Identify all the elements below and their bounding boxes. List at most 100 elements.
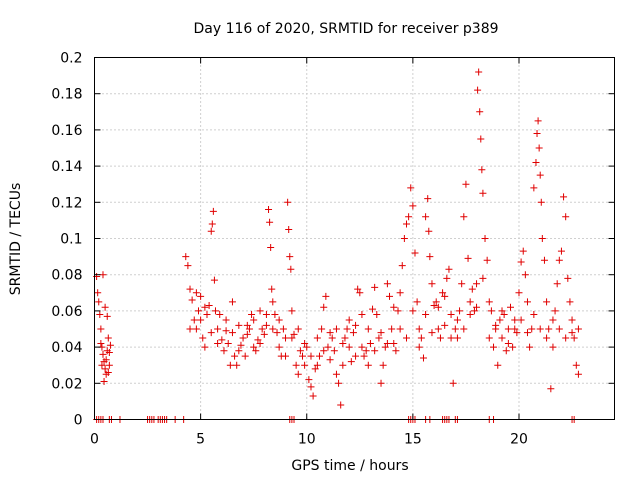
data-point bbox=[540, 256, 548, 264]
data-point bbox=[405, 213, 413, 221]
data-point bbox=[250, 343, 258, 351]
data-point bbox=[326, 329, 334, 337]
data-point bbox=[534, 117, 542, 125]
x-axis-label: GPS time / hours bbox=[291, 458, 408, 474]
data-point bbox=[192, 325, 200, 333]
data-point bbox=[549, 343, 557, 351]
data-point bbox=[369, 305, 377, 313]
data-point bbox=[504, 325, 512, 333]
data-point bbox=[241, 352, 249, 360]
data-point bbox=[466, 311, 474, 319]
data-point bbox=[299, 352, 306, 360]
data-point bbox=[182, 253, 190, 261]
data-point bbox=[192, 289, 200, 297]
data-point bbox=[360, 352, 368, 360]
data-point bbox=[574, 325, 582, 333]
data-point bbox=[320, 303, 328, 311]
data-point bbox=[332, 370, 340, 378]
data-point bbox=[572, 361, 580, 369]
data-point bbox=[313, 361, 321, 369]
data-point bbox=[481, 235, 489, 242]
data-point bbox=[422, 213, 430, 221]
data-point bbox=[434, 325, 442, 333]
data-point bbox=[388, 325, 396, 333]
data-point bbox=[279, 325, 287, 333]
data-point bbox=[422, 311, 430, 319]
data-point bbox=[377, 379, 385, 387]
data-point bbox=[521, 271, 529, 279]
data-point bbox=[549, 316, 557, 324]
data-point bbox=[95, 298, 103, 306]
data-point bbox=[396, 325, 404, 333]
data-point bbox=[415, 343, 423, 351]
data-point bbox=[94, 289, 102, 297]
data-point bbox=[207, 329, 215, 337]
data-point bbox=[294, 325, 302, 333]
data-point bbox=[543, 334, 551, 342]
data-point bbox=[203, 311, 211, 319]
data-point bbox=[228, 298, 236, 306]
data-point bbox=[492, 321, 500, 329]
data-point bbox=[239, 334, 247, 342]
y-tick-label: 0.1 bbox=[60, 232, 82, 248]
data-point bbox=[235, 321, 243, 329]
data-point bbox=[284, 198, 292, 206]
data-point bbox=[441, 292, 449, 300]
data-point bbox=[511, 325, 519, 333]
data-point bbox=[188, 296, 196, 304]
data-point bbox=[536, 325, 544, 333]
data-point bbox=[330, 347, 338, 355]
data-point bbox=[500, 311, 508, 319]
data-point bbox=[470, 307, 478, 315]
data-point bbox=[345, 343, 353, 351]
data-point bbox=[99, 271, 107, 279]
data-point bbox=[533, 130, 541, 138]
data-point bbox=[337, 401, 345, 409]
data-point bbox=[364, 325, 372, 333]
data-point bbox=[222, 316, 230, 324]
data-point bbox=[411, 249, 419, 257]
data-point bbox=[199, 334, 207, 342]
data-point bbox=[201, 343, 209, 351]
data-point bbox=[214, 339, 222, 347]
data-point bbox=[332, 325, 340, 333]
data-point bbox=[282, 334, 290, 342]
y-tick-label: 0.14 bbox=[51, 159, 82, 175]
data-point bbox=[490, 343, 498, 351]
data-point bbox=[543, 298, 551, 306]
y-tick-label: 0.04 bbox=[51, 340, 82, 356]
data-point bbox=[222, 327, 230, 335]
data-point bbox=[292, 361, 300, 369]
data-point bbox=[186, 325, 194, 333]
data-point bbox=[216, 311, 224, 319]
y-tick-label: 0.16 bbox=[51, 123, 82, 139]
data-point bbox=[568, 316, 576, 324]
data-point bbox=[197, 316, 205, 324]
data-point bbox=[224, 339, 232, 347]
data-point bbox=[358, 311, 366, 319]
data-point bbox=[233, 361, 241, 369]
data-point bbox=[282, 352, 290, 360]
data-point bbox=[288, 307, 296, 315]
data-point bbox=[311, 365, 319, 373]
data-point bbox=[231, 352, 239, 360]
data-point bbox=[205, 301, 213, 309]
data-point bbox=[275, 343, 283, 351]
data-point bbox=[483, 256, 491, 264]
data-point bbox=[473, 280, 481, 288]
data-point bbox=[551, 307, 559, 315]
data-point bbox=[447, 334, 455, 342]
data-point bbox=[409, 307, 417, 315]
data-point bbox=[235, 347, 243, 355]
data-point bbox=[296, 347, 304, 355]
data-point bbox=[265, 206, 273, 214]
x-tick-label: 10 bbox=[298, 432, 316, 448]
data-point bbox=[366, 339, 374, 347]
data-point bbox=[407, 184, 415, 192]
data-point bbox=[547, 385, 555, 393]
data-point bbox=[555, 325, 563, 333]
data-point bbox=[417, 334, 425, 342]
data-point bbox=[226, 361, 234, 369]
data-point bbox=[555, 256, 563, 264]
data-point bbox=[266, 218, 274, 226]
